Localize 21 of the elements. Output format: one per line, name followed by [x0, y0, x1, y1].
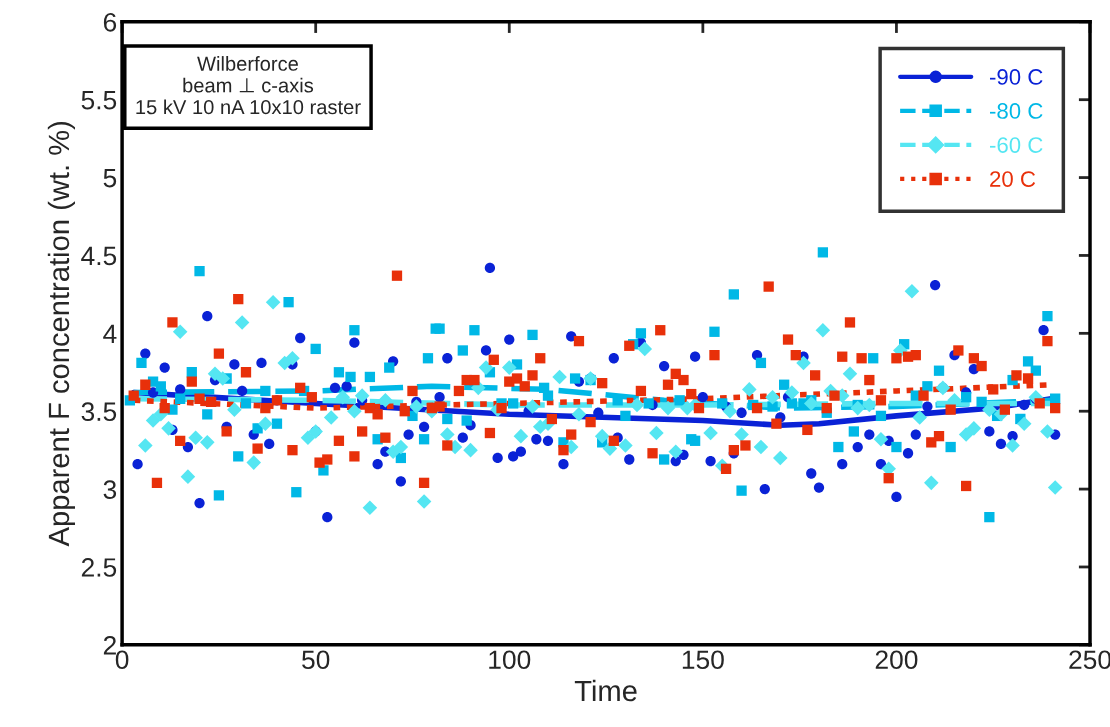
y-axis-title: Apparent F concentration (wt. %) — [47, 121, 75, 547]
x-tick-label: 50 — [302, 650, 330, 670]
x-tick-label: 0 — [115, 650, 129, 670]
y-tick-label: 2 — [103, 635, 116, 655]
y-tick-label: 4.5 — [81, 246, 117, 266]
x-tick-label: 200 — [875, 650, 918, 670]
legend-label: 20 C — [990, 171, 1036, 187]
y-tick-label: 2.5 — [81, 558, 117, 577]
x-tick-label: 150 — [682, 650, 724, 670]
y-tick-label: 3 — [103, 480, 117, 499]
legend-label: -80 C — [990, 103, 1043, 119]
y-tick-label: 4 — [103, 324, 117, 343]
y-tick-label: 6 — [103, 12, 117, 32]
legend-label: -60 C — [990, 137, 1043, 153]
annotation: Wilberforce beam ⊥ c-axis 15 kV 10 nA 10x10 raster — [136, 56, 361, 115]
x-axis-title: Time — [574, 679, 637, 702]
x-tick-label: 100 — [489, 650, 531, 670]
y-tick-label: 3.5 — [81, 402, 117, 422]
legend-label: -90 C — [990, 69, 1043, 85]
y-tick-label: 5 — [103, 168, 117, 188]
y-tick-label: 5.5 — [81, 91, 117, 110]
